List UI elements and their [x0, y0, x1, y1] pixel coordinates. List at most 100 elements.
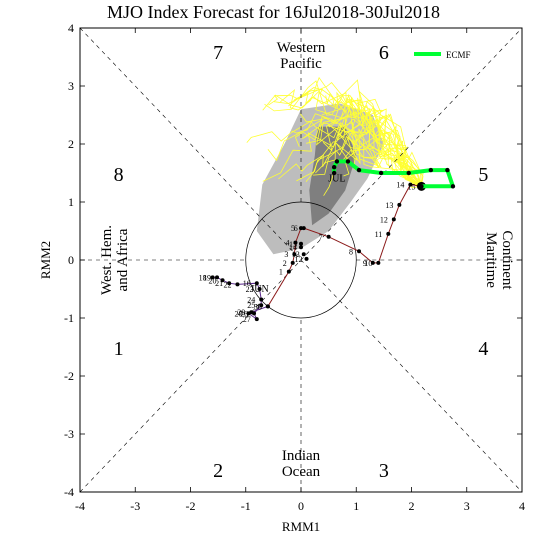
y-tick-label: 2 — [68, 137, 74, 151]
ecmf-point — [378, 170, 384, 176]
jul-day-label: 11 — [375, 230, 383, 239]
jul-day-label: 3 — [284, 250, 288, 259]
jun-point — [220, 278, 225, 283]
jul-point — [293, 240, 298, 245]
jun-day-label: 21 — [215, 279, 223, 288]
jun-day-label: 16 — [243, 279, 251, 288]
late-day-label: 13 — [292, 250, 300, 259]
late-day-label: 14 — [289, 243, 297, 252]
ecmf-point — [406, 170, 411, 176]
jun-day-label: 26 — [240, 309, 248, 318]
jul-point — [408, 182, 413, 187]
jul-point — [286, 269, 291, 274]
jun-point — [259, 297, 264, 302]
jul-point — [370, 260, 375, 265]
x-tick-label: -2 — [186, 499, 196, 513]
y-tick-label: 3 — [68, 79, 74, 93]
jun-day-label: 27 — [243, 315, 251, 324]
ecmf-point — [334, 159, 340, 164]
jul-line — [267, 184, 422, 307]
x-tick-label: 0 — [298, 499, 304, 513]
ensemble-member — [313, 92, 422, 187]
y-axis-label: RMM2 — [38, 241, 53, 279]
y-tick-label: -3 — [64, 427, 74, 441]
jun-day-label: 24 — [247, 295, 255, 304]
y-tick-label: 4 — [68, 21, 74, 35]
jun-day-label: 25 — [247, 301, 255, 310]
jul-day-label: 14 — [396, 181, 404, 190]
jul-day-label: 8 — [349, 247, 353, 256]
region-top-line1: Western — [277, 40, 326, 56]
ecmf-point — [331, 165, 337, 170]
jun-day-label: 20 — [209, 276, 217, 285]
ecmf-point — [419, 184, 424, 189]
jul-day-label: 9 — [363, 259, 367, 268]
jun-point — [215, 275, 220, 280]
phase-label-4: 4 — [478, 338, 488, 360]
ecmf-point — [356, 167, 362, 173]
x-tick-label: 3 — [464, 499, 470, 513]
late-point — [299, 245, 303, 250]
ensemble-member — [273, 91, 422, 187]
jul-point — [376, 260, 381, 265]
late-point — [304, 256, 309, 261]
x-axis-label: RMM1 — [282, 519, 320, 534]
region-bottom-line1: Indian — [282, 448, 321, 464]
jun-day-label: 19 — [203, 273, 211, 282]
jun-point — [254, 317, 259, 322]
y-tick-label: 1 — [68, 195, 74, 209]
unit-circle — [245, 201, 357, 319]
jun-day-label: 23 — [246, 285, 254, 294]
y-tick-label: -1 — [64, 311, 74, 325]
ensemble-member — [296, 133, 422, 187]
month-label-jul: JUL — [328, 174, 345, 185]
jul-point — [326, 234, 331, 239]
jul-point — [292, 252, 297, 257]
jul-point — [265, 304, 270, 309]
jul-day-label: 10 — [364, 259, 372, 268]
phase-label-7: 7 — [213, 42, 223, 64]
region-top-line2: Pacific — [280, 56, 322, 72]
phase-label-1: 1 — [114, 338, 124, 360]
jul-point — [290, 260, 295, 265]
chart-title: MJO Index Forecast for 16Jul2018-30Jul20… — [107, 2, 440, 22]
jul-point — [391, 217, 396, 222]
x-tick-label: -3 — [130, 499, 140, 513]
x-tick-label: 4 — [519, 499, 525, 513]
jul-point — [301, 226, 306, 231]
jun-point — [227, 281, 232, 286]
ensemble-member — [267, 118, 422, 187]
diagonal-guide — [79, 27, 523, 493]
ensemble-member — [321, 100, 424, 187]
ecmf-point — [445, 167, 450, 173]
jul-day-label: 12 — [380, 215, 388, 224]
jul-day-label: 5 — [291, 224, 295, 233]
jun-point — [257, 287, 262, 291]
late-day-label: 12 — [295, 255, 303, 264]
jul-day-label: 13 — [385, 201, 393, 210]
phase-label-2: 2 — [213, 460, 223, 482]
ecmf-forecast — [331, 159, 456, 189]
region-left-line1: West. Hem. — [99, 225, 115, 295]
jun-day-label: 22 — [223, 280, 231, 289]
jul-day-label: 30 — [254, 302, 262, 311]
ecmf-point — [331, 170, 337, 176]
region-left-line2: and Africa — [115, 228, 131, 291]
month-label-jun: JUN — [250, 284, 268, 295]
ensemble-member — [306, 117, 422, 187]
phase-label-3: 3 — [379, 460, 389, 482]
jun-point — [235, 282, 240, 287]
jul-day-label: 1 — [279, 268, 283, 277]
jul-point — [357, 249, 362, 254]
late-point — [299, 241, 303, 246]
y-tick-label: -4 — [64, 485, 74, 499]
phase-label-6: 6 — [379, 42, 389, 64]
ensemble-member — [268, 82, 422, 187]
ecmf-point — [428, 167, 434, 173]
late-point — [301, 252, 306, 257]
ensemble-members — [246, 76, 424, 196]
